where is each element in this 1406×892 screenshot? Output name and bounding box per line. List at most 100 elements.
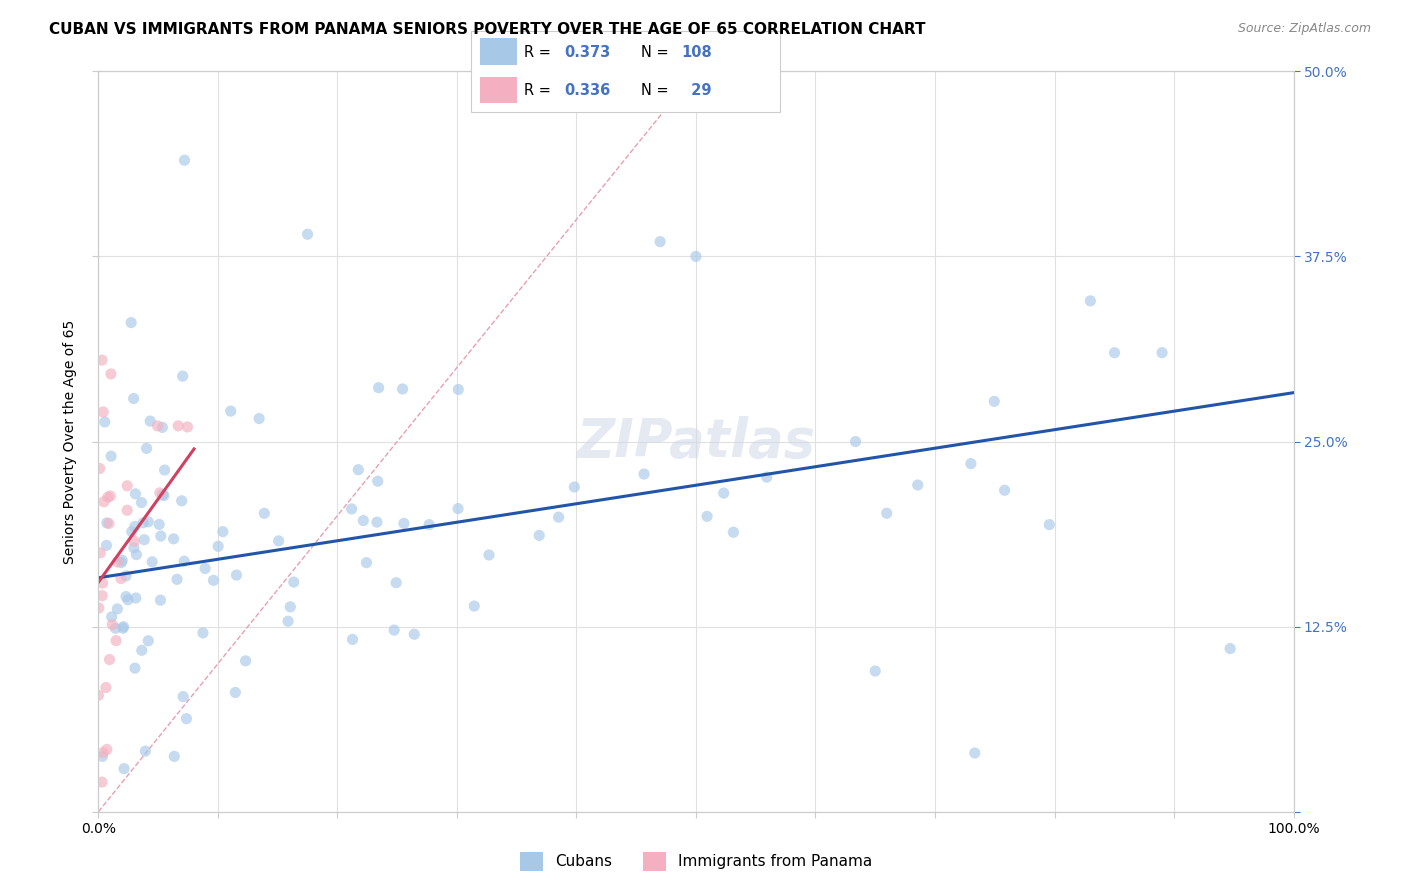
Point (547, 510, 569, 524)
Point (352, 514, 374, 528)
FancyBboxPatch shape (471, 31, 780, 112)
Text: R =: R = (523, 45, 555, 60)
Point (1080, 293, 1102, 308)
Point (529, 528, 551, 542)
Text: ZIPatlas: ZIPatlas (576, 416, 815, 467)
Point (115, 569, 138, 583)
Point (963, 746, 986, 760)
Point (115, 503, 138, 517)
Point (404, 627, 426, 641)
Point (723, 525, 745, 540)
Point (162, 532, 184, 546)
Point (172, 690, 194, 704)
Point (96, 516, 118, 530)
Point (173, 554, 195, 568)
Point (152, 487, 174, 501)
Point (135, 442, 157, 456)
Point (342, 632, 364, 647)
Text: Source: ZipAtlas.com: Source: ZipAtlas.com (1237, 22, 1371, 36)
Point (93, 495, 115, 509)
Point (91, 749, 114, 764)
Point (149, 486, 172, 500)
Point (865, 664, 887, 678)
Point (87, 689, 110, 703)
Text: 0.373: 0.373 (564, 45, 610, 60)
Point (447, 501, 470, 516)
Point (141, 555, 163, 569)
Point (633, 467, 655, 481)
Point (105, 555, 128, 569)
Point (149, 529, 172, 543)
Point (100, 367, 122, 381)
Point (340, 502, 363, 516)
Text: N =: N = (641, 83, 673, 98)
Point (163, 749, 186, 764)
Point (713, 486, 735, 500)
Point (194, 561, 217, 575)
Point (176, 712, 198, 726)
Point (845, 434, 868, 449)
Point (110, 572, 132, 586)
Point (478, 548, 501, 562)
Point (100, 449, 122, 463)
Point (115, 479, 138, 493)
Point (105, 633, 128, 648)
Point (225, 568, 247, 582)
Point (136, 515, 159, 529)
Point (277, 614, 299, 628)
Point (91, 746, 114, 760)
Point (202, 574, 225, 588)
Point (149, 593, 172, 607)
Point (87, 601, 110, 615)
Point (111, 553, 134, 567)
Point (562, 480, 585, 494)
Point (131, 643, 153, 657)
Point (391, 382, 413, 396)
Point (132, 516, 155, 530)
Point (124, 519, 146, 533)
Point (89, 546, 111, 560)
Point (176, 420, 198, 434)
Point (1219, 641, 1241, 656)
Point (91, 353, 114, 368)
Point (110, 556, 132, 570)
Point (91, 576, 114, 591)
Point (122, 392, 145, 406)
Point (98, 652, 121, 666)
Point (173, 153, 195, 168)
Point (104, 621, 127, 635)
Point (148, 517, 170, 532)
Point (101, 617, 124, 632)
Text: 0.336: 0.336 (564, 83, 610, 98)
Point (131, 495, 153, 509)
Point (122, 541, 145, 555)
Point (121, 524, 143, 539)
Point (124, 487, 146, 501)
Point (172, 369, 194, 384)
Point (907, 478, 929, 492)
Point (392, 516, 415, 531)
Point (112, 762, 135, 776)
Point (983, 394, 1005, 409)
Point (150, 420, 173, 434)
Point (139, 414, 162, 428)
Point (89, 461, 111, 475)
Text: CUBAN VS IMMIGRANTS FROM PANAMA SENIORS POVERTY OVER THE AGE OF 65 CORRELATION C: CUBAN VS IMMIGRANTS FROM PANAMA SENIORS … (49, 22, 925, 37)
Point (153, 463, 176, 477)
Point (136, 633, 159, 648)
Point (278, 599, 301, 614)
Point (253, 506, 276, 520)
Point (94, 681, 117, 695)
Point (247, 411, 270, 425)
Point (283, 575, 305, 590)
Point (685, 250, 707, 264)
Point (418, 517, 440, 532)
Point (385, 575, 408, 590)
Point (166, 573, 188, 587)
Point (960, 457, 983, 471)
Point (755, 470, 778, 484)
Point (170, 493, 193, 508)
Y-axis label: Seniors Poverty Over the Age of 65: Seniors Poverty Over the Age of 65 (63, 319, 77, 564)
Point (1104, 345, 1126, 359)
Point (366, 515, 388, 529)
